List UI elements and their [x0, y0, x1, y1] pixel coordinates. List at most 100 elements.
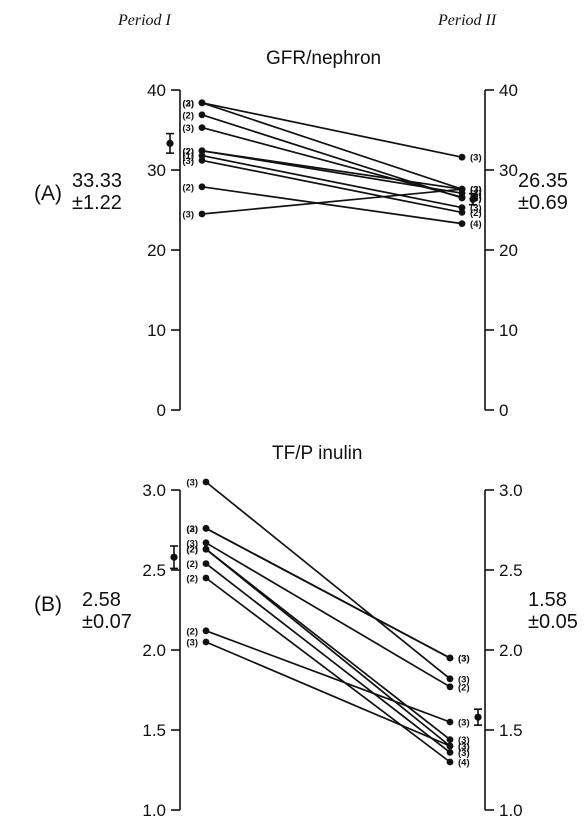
series-line: [201, 149, 463, 191]
mean-point-left: [170, 553, 178, 561]
y-tick-label-left: 40: [147, 81, 166, 100]
series-line: [205, 577, 451, 763]
data-point-period-ii: [458, 220, 466, 228]
data-point-period-ii: [446, 742, 454, 750]
n-label-period-i: (1): [182, 151, 194, 162]
data-point-period-i: [198, 111, 206, 119]
y-tick-label-left: 2.0: [142, 641, 166, 660]
panel-a-sem-left: ±1.22: [72, 192, 122, 214]
n-label-period-ii: (3): [458, 742, 470, 753]
n-label-period-i: (2): [186, 545, 198, 556]
y-tick-label-right: 0: [499, 401, 508, 420]
n-label-period-i: (2): [186, 545, 198, 556]
panel-b-mean-left: 2.58: [82, 589, 121, 611]
data-point-period-i: [198, 210, 206, 218]
n-label-period-i: (2): [186, 574, 198, 585]
y-tick-label-right: 2.5: [499, 561, 523, 580]
data-point-period-i: [202, 478, 210, 486]
data-point-period-ii: [446, 736, 454, 743]
n-label-period-ii: (3): [458, 748, 470, 759]
data-point-period-ii: [458, 185, 466, 193]
panel-a-sem-right: ±0.69: [518, 192, 568, 214]
y-tick-label-left: 10: [147, 321, 166, 340]
series-line: [205, 630, 451, 723]
data-point-period-i: [202, 545, 210, 553]
panel-a-title: GFR/nephron: [266, 48, 381, 69]
n-label-period-ii: (3): [458, 735, 470, 746]
n-label-period-i: (3): [186, 478, 198, 489]
n-label-period-ii: (4): [470, 219, 482, 230]
data-point-period-i: [202, 560, 210, 567]
series-line: [201, 101, 463, 159]
n-label-period-i: (3): [182, 98, 194, 109]
n-label-period-ii: (3): [470, 185, 482, 196]
data-point-period-ii: [446, 683, 454, 691]
data-point-period-ii: [446, 718, 454, 726]
data-point-period-ii: [446, 675, 454, 683]
panel-b-tag: (B): [34, 593, 62, 616]
series-line: [205, 527, 451, 659]
n-label-period-i: (3): [186, 524, 198, 535]
panel-a-chart: GFR/nephron (A) 33.33 ±1.22 26.35 ±0.69 …: [34, 48, 568, 420]
y-tick-label-right: 2.0: [499, 641, 523, 660]
data-point-period-i: [202, 627, 210, 635]
y-tick-label-left: 20: [147, 241, 166, 260]
y-tick-label-left: 1.5: [142, 721, 166, 740]
series-line: [201, 185, 463, 225]
data-point-period-ii: [446, 654, 454, 662]
n-label-period-i: (3): [186, 638, 198, 649]
y-tick-label-right: 1.0: [499, 801, 523, 820]
n-label-period-ii: (3): [470, 203, 482, 214]
data-point-period-i: [202, 574, 210, 582]
n-label-period-ii: (4): [458, 758, 470, 769]
mean-point-left: [166, 139, 174, 147]
data-point-period-ii: [446, 749, 454, 756]
data-point-period-i: [198, 157, 206, 164]
series-line: [201, 113, 463, 199]
panel-b-sem-left: ±0.07: [82, 611, 132, 633]
panel-b-sem-right: ±0.05: [528, 611, 578, 633]
n-label-period-i: (2): [186, 559, 198, 570]
n-label-period-i: (2): [182, 110, 194, 121]
panel-b-chart: TF/P inulin (B) 2.58 ±0.07 1.58 ±0.05 1.…: [34, 443, 578, 820]
series-line: [205, 562, 451, 754]
series-line: [205, 481, 451, 680]
n-label-period-ii: (3): [458, 674, 470, 685]
n-label-period-ii: (3): [470, 185, 482, 196]
n-label-period-i: (3): [186, 538, 198, 549]
panel-a-mean-right: 26.35: [518, 170, 568, 192]
data-point-period-ii: [458, 204, 466, 212]
panel-b-mean-right: 1.58: [528, 589, 567, 611]
period-i-label: Period I: [117, 12, 172, 29]
n-label-period-i: (2): [186, 626, 198, 637]
data-point-period-i: [198, 147, 206, 155]
y-tick-label-right: 1.5: [499, 721, 523, 740]
n-label-period-ii: (3): [458, 742, 470, 753]
n-label-period-ii: (3): [458, 654, 470, 665]
n-label-period-ii: (3): [470, 153, 482, 164]
series-line: [201, 101, 463, 191]
n-label-period-ii: (2): [470, 208, 482, 219]
series-line: [205, 542, 451, 688]
y-tick-label-left: 30: [147, 161, 166, 180]
n-label-period-i: (2): [182, 146, 194, 157]
data-point-period-i: [198, 99, 206, 107]
n-label-period-i: (2): [182, 98, 194, 109]
series-line: [201, 154, 463, 209]
n-label-period-ii: (2): [458, 682, 470, 693]
data-point-period-i: [198, 124, 206, 131]
data-point-period-ii: [458, 153, 466, 161]
data-point-period-i: [202, 539, 210, 547]
n-label-period-ii: (3): [470, 185, 482, 196]
y-tick-label-left: 0: [157, 401, 166, 420]
data-point-period-i: [198, 152, 206, 160]
y-tick-label-right: 30: [499, 161, 518, 180]
series-line: [201, 159, 463, 214]
mean-point-right: [474, 713, 482, 721]
n-label-period-i: (3): [182, 210, 194, 221]
data-point-period-i: [202, 525, 210, 532]
data-point-period-i: [202, 638, 210, 646]
y-tick-label-left: 1.0: [142, 801, 166, 820]
y-tick-label-left: 3.0: [142, 481, 166, 500]
